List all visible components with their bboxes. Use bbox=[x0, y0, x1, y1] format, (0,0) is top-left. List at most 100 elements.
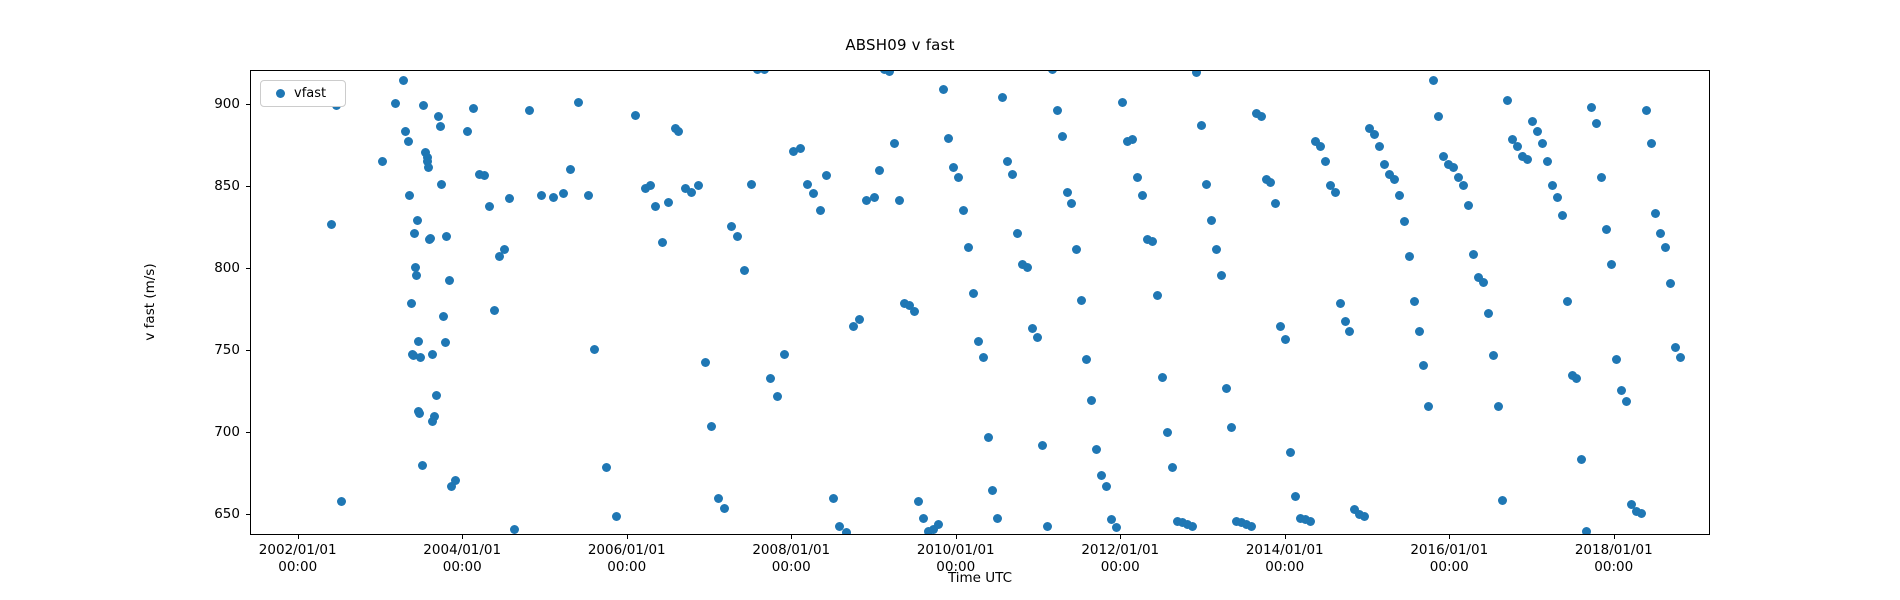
data-point bbox=[772, 392, 782, 402]
data-point bbox=[1106, 515, 1116, 525]
data-point bbox=[1380, 159, 1389, 169]
data-point bbox=[1172, 516, 1182, 526]
data-point bbox=[1414, 326, 1424, 336]
data-point bbox=[590, 344, 600, 354]
data-point bbox=[447, 482, 457, 492]
data-point bbox=[687, 187, 697, 197]
data-point bbox=[707, 421, 717, 431]
data-point bbox=[1444, 159, 1454, 169]
data-point bbox=[1646, 138, 1656, 148]
data-point bbox=[963, 243, 973, 253]
data-point bbox=[1671, 343, 1681, 353]
data-point bbox=[442, 231, 452, 241]
data-point bbox=[1409, 297, 1419, 307]
scatter-plot-area bbox=[251, 71, 1709, 534]
x-tick-label: 2016/01/01 00:00 bbox=[1410, 542, 1489, 575]
data-point bbox=[1192, 71, 1202, 78]
data-point bbox=[1212, 245, 1222, 254]
data-point bbox=[1597, 172, 1607, 182]
data-point bbox=[884, 71, 894, 76]
data-point bbox=[1281, 335, 1291, 344]
data-point bbox=[1072, 245, 1082, 254]
data-point bbox=[1532, 127, 1542, 137]
legend-label: vfast bbox=[294, 86, 327, 101]
data-point bbox=[413, 336, 423, 346]
data-point bbox=[983, 433, 993, 443]
y-tick-mark bbox=[246, 513, 250, 515]
data-point bbox=[1656, 228, 1666, 238]
data-point bbox=[1621, 397, 1631, 407]
data-point bbox=[1365, 123, 1375, 133]
data-point bbox=[409, 351, 419, 361]
data-point bbox=[720, 503, 730, 513]
data-point bbox=[1394, 190, 1404, 200]
data-point bbox=[1236, 518, 1246, 528]
data-point bbox=[828, 493, 838, 503]
data-point bbox=[779, 349, 789, 359]
data-point bbox=[1587, 102, 1597, 112]
data-point bbox=[1271, 199, 1281, 209]
x-tick-mark bbox=[297, 535, 299, 539]
x-tick-mark bbox=[1449, 535, 1451, 539]
data-point bbox=[1478, 277, 1488, 287]
data-point bbox=[870, 192, 879, 202]
data-point bbox=[1097, 470, 1106, 480]
data-point bbox=[713, 493, 723, 503]
data-point bbox=[1528, 117, 1537, 127]
data-point bbox=[401, 127, 411, 137]
data-point bbox=[1582, 526, 1592, 534]
data-point bbox=[1123, 136, 1133, 146]
data-point bbox=[415, 408, 425, 418]
data-point bbox=[1266, 177, 1276, 187]
data-point bbox=[1375, 141, 1384, 151]
data-point bbox=[499, 245, 509, 254]
data-point bbox=[1202, 179, 1212, 189]
data-point bbox=[1345, 326, 1355, 336]
data-point bbox=[1666, 279, 1676, 289]
x-tick-mark bbox=[791, 535, 793, 539]
data-point bbox=[411, 271, 421, 281]
x-tick-label: 2002/01/01 00:00 bbox=[258, 542, 337, 575]
data-point bbox=[1483, 308, 1493, 318]
data-point bbox=[1424, 402, 1434, 412]
data-point bbox=[1082, 354, 1092, 364]
data-point bbox=[429, 412, 439, 421]
data-point bbox=[1493, 402, 1503, 412]
y-tick-mark bbox=[246, 349, 250, 351]
data-point bbox=[759, 71, 769, 74]
data-point bbox=[1301, 515, 1310, 525]
data-point bbox=[1256, 112, 1266, 122]
data-point bbox=[524, 105, 534, 115]
data-point bbox=[480, 171, 490, 181]
data-point bbox=[1636, 508, 1646, 518]
data-point bbox=[327, 220, 337, 230]
data-point bbox=[423, 156, 433, 166]
data-point bbox=[978, 353, 988, 362]
data-point bbox=[861, 195, 871, 205]
data-point bbox=[1057, 132, 1067, 141]
data-point bbox=[746, 179, 756, 189]
data-point bbox=[1077, 295, 1087, 305]
plot-axes: vfast bbox=[250, 70, 1710, 535]
data-point bbox=[909, 307, 919, 317]
data-point bbox=[1537, 138, 1547, 148]
data-point bbox=[549, 192, 559, 202]
data-point bbox=[1449, 163, 1458, 173]
data-point bbox=[1177, 518, 1187, 528]
data-point bbox=[1552, 192, 1562, 202]
data-point bbox=[1325, 181, 1335, 191]
data-point bbox=[1182, 520, 1192, 529]
data-point bbox=[1454, 172, 1463, 182]
data-point bbox=[1315, 141, 1325, 151]
data-point bbox=[1148, 236, 1157, 246]
data-point bbox=[1360, 511, 1370, 521]
data-point bbox=[894, 195, 904, 205]
data-point bbox=[1037, 441, 1047, 451]
data-point bbox=[435, 122, 445, 132]
data-point bbox=[1092, 444, 1102, 454]
x-tick-label: 2008/01/01 00:00 bbox=[752, 542, 831, 575]
data-point bbox=[1241, 520, 1251, 529]
data-point bbox=[1143, 235, 1153, 245]
data-point bbox=[874, 166, 884, 176]
data-point bbox=[842, 528, 851, 534]
